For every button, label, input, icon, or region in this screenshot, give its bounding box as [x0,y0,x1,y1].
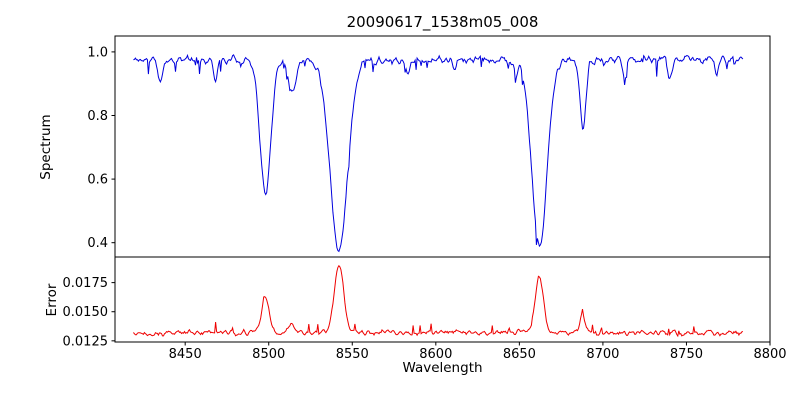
error-panel-border [114,256,771,343]
error-y-tick-label: 0.0125 [63,334,109,349]
error-y-tick-label: 0.0175 [63,276,109,291]
spectrum-y-tick-label: 1.0 [87,45,108,60]
error-y-tick-label: 0.0150 [63,305,109,320]
x-tick-label: 8800 [753,347,786,362]
x-tick-label: 8500 [252,347,285,362]
x-tick-label: 8650 [503,347,536,362]
error-line [133,264,744,338]
spectrum-y-tick-label: 0.8 [87,109,108,124]
x-tick-label: 8700 [586,347,619,362]
x-tick-label: 8550 [336,347,369,362]
spectrum-y-tick-label: 0.4 [87,236,108,251]
chart-title: 20090617_1538m05_008 [346,13,539,31]
x-tick-label: 8450 [169,347,202,362]
x-tick-label: 8750 [670,347,703,362]
x-axis-label: Wavelength [402,360,483,376]
spectrum-line [133,53,744,253]
spectrum-y-tick-label: 0.6 [87,173,108,188]
x-tick-label: 8600 [419,347,452,362]
